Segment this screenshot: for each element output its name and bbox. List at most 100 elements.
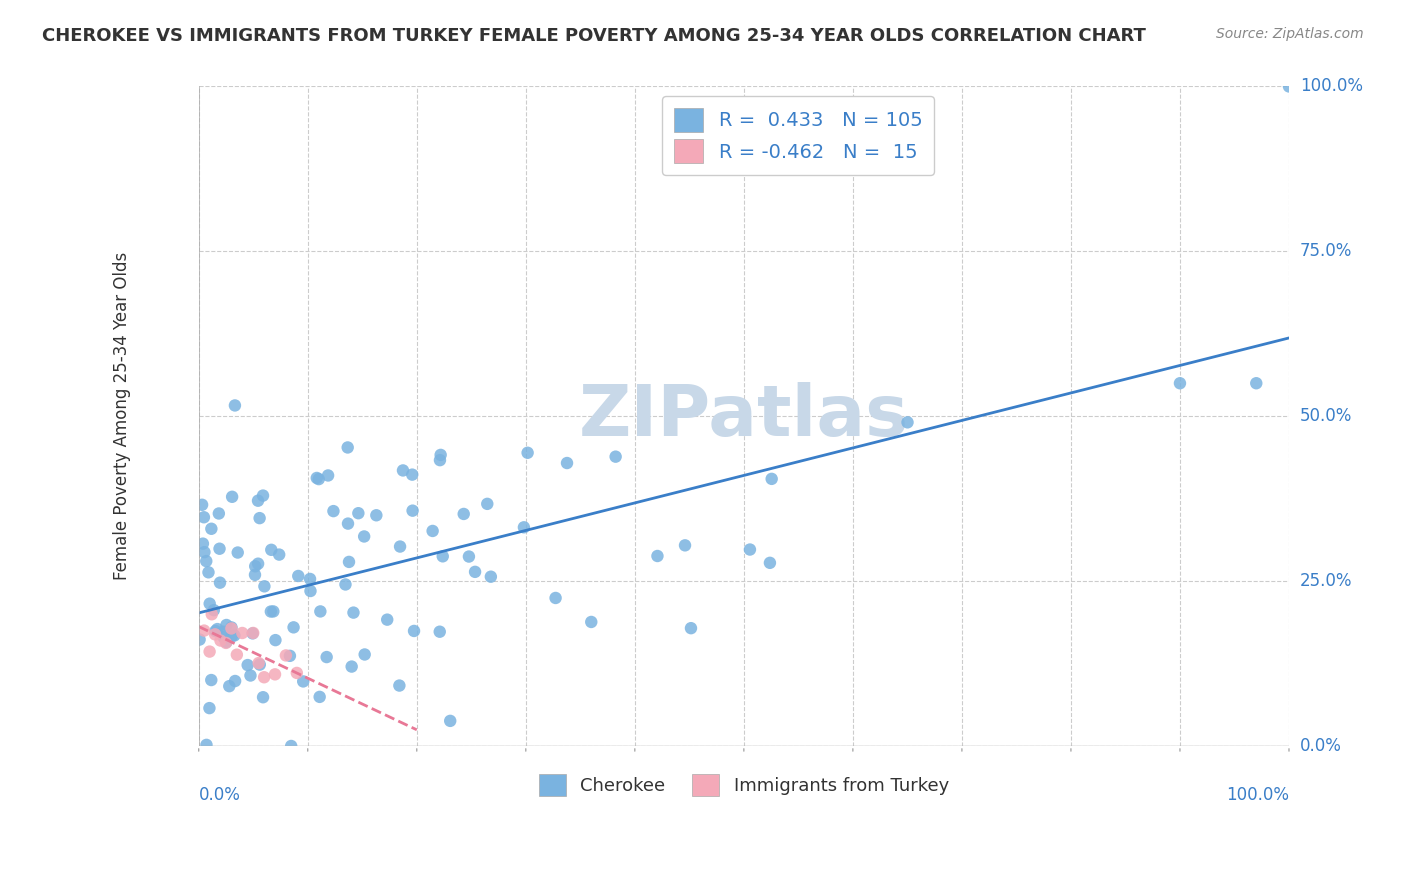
Text: 75.0%: 75.0% — [1301, 243, 1353, 260]
Point — [274, 648, 297, 663]
Point — [209, 633, 232, 648]
Point — [647, 549, 669, 563]
Point — [245, 559, 267, 574]
Point — [208, 507, 231, 521]
Point — [401, 467, 423, 482]
Point — [285, 665, 308, 680]
Point — [221, 620, 243, 634]
Point — [581, 615, 603, 629]
Point — [759, 556, 782, 570]
Point — [761, 472, 783, 486]
Point — [221, 629, 243, 643]
Text: Source: ZipAtlas.com: Source: ZipAtlas.com — [1216, 27, 1364, 41]
Point — [375, 613, 398, 627]
Point — [679, 621, 702, 635]
Point — [353, 529, 375, 543]
Point — [309, 604, 332, 618]
Text: 100.0%: 100.0% — [1301, 78, 1362, 95]
Point — [249, 657, 271, 672]
Point — [316, 468, 339, 483]
Point — [224, 399, 246, 413]
Point — [292, 674, 315, 689]
Point — [366, 508, 388, 523]
Point — [193, 624, 215, 638]
Text: 50.0%: 50.0% — [1301, 408, 1353, 425]
Point — [322, 504, 344, 518]
Point — [464, 565, 486, 579]
Point — [353, 648, 375, 662]
Point — [249, 511, 271, 525]
Point — [200, 673, 222, 687]
Point — [242, 626, 264, 640]
Point — [479, 570, 502, 584]
Point — [342, 606, 364, 620]
Point — [429, 453, 451, 467]
Text: 0.0%: 0.0% — [1301, 737, 1341, 755]
Point — [280, 739, 302, 753]
Point — [201, 607, 224, 622]
Point — [516, 446, 538, 460]
Point — [253, 670, 276, 684]
Point — [204, 624, 226, 638]
Point — [252, 690, 274, 705]
Point — [239, 668, 262, 682]
Point — [207, 622, 229, 636]
Point — [247, 656, 270, 670]
Point — [247, 493, 270, 508]
Point — [347, 506, 370, 520]
Point — [308, 690, 330, 704]
Point — [224, 673, 246, 688]
Point — [264, 667, 287, 681]
Text: 100.0%: 100.0% — [1226, 786, 1289, 804]
Point — [198, 644, 221, 658]
Text: 25.0%: 25.0% — [1301, 572, 1353, 591]
Point — [402, 624, 425, 638]
Point — [337, 516, 360, 531]
Point — [262, 604, 284, 618]
Text: 0.0%: 0.0% — [198, 786, 240, 804]
Point — [315, 650, 337, 665]
Point — [221, 490, 243, 504]
Point — [1168, 376, 1191, 391]
Point — [439, 714, 461, 728]
Point — [458, 549, 481, 564]
Legend: Cherokee, Immigrants from Turkey: Cherokee, Immigrants from Turkey — [531, 766, 956, 803]
Point — [191, 498, 214, 512]
Point — [260, 605, 283, 619]
Text: ZIPatlas: ZIPatlas — [579, 382, 908, 450]
Point — [215, 635, 238, 649]
Point — [193, 510, 215, 524]
Point — [204, 627, 226, 641]
Point — [208, 575, 231, 590]
Point — [226, 545, 249, 559]
Point — [392, 463, 415, 477]
Point — [215, 618, 238, 632]
Point — [305, 471, 328, 485]
Point — [221, 622, 243, 636]
Point — [738, 542, 761, 557]
Point — [225, 648, 247, 662]
Point — [195, 554, 218, 568]
Point — [260, 542, 283, 557]
Point — [513, 520, 536, 534]
Point — [208, 541, 231, 556]
Point — [243, 567, 266, 582]
Point — [422, 524, 444, 538]
Point — [605, 450, 627, 464]
Point — [432, 549, 454, 564]
Point — [212, 630, 235, 644]
Point — [247, 557, 270, 571]
Point — [253, 579, 276, 593]
Point — [389, 540, 412, 554]
Point — [673, 538, 696, 552]
Point — [544, 591, 567, 605]
Point — [287, 569, 309, 583]
Point — [200, 522, 222, 536]
Point — [337, 555, 360, 569]
Point — [269, 548, 291, 562]
Point — [224, 628, 246, 642]
Point — [242, 626, 264, 640]
Point — [896, 415, 918, 429]
Point — [202, 603, 225, 617]
Point — [283, 620, 305, 634]
